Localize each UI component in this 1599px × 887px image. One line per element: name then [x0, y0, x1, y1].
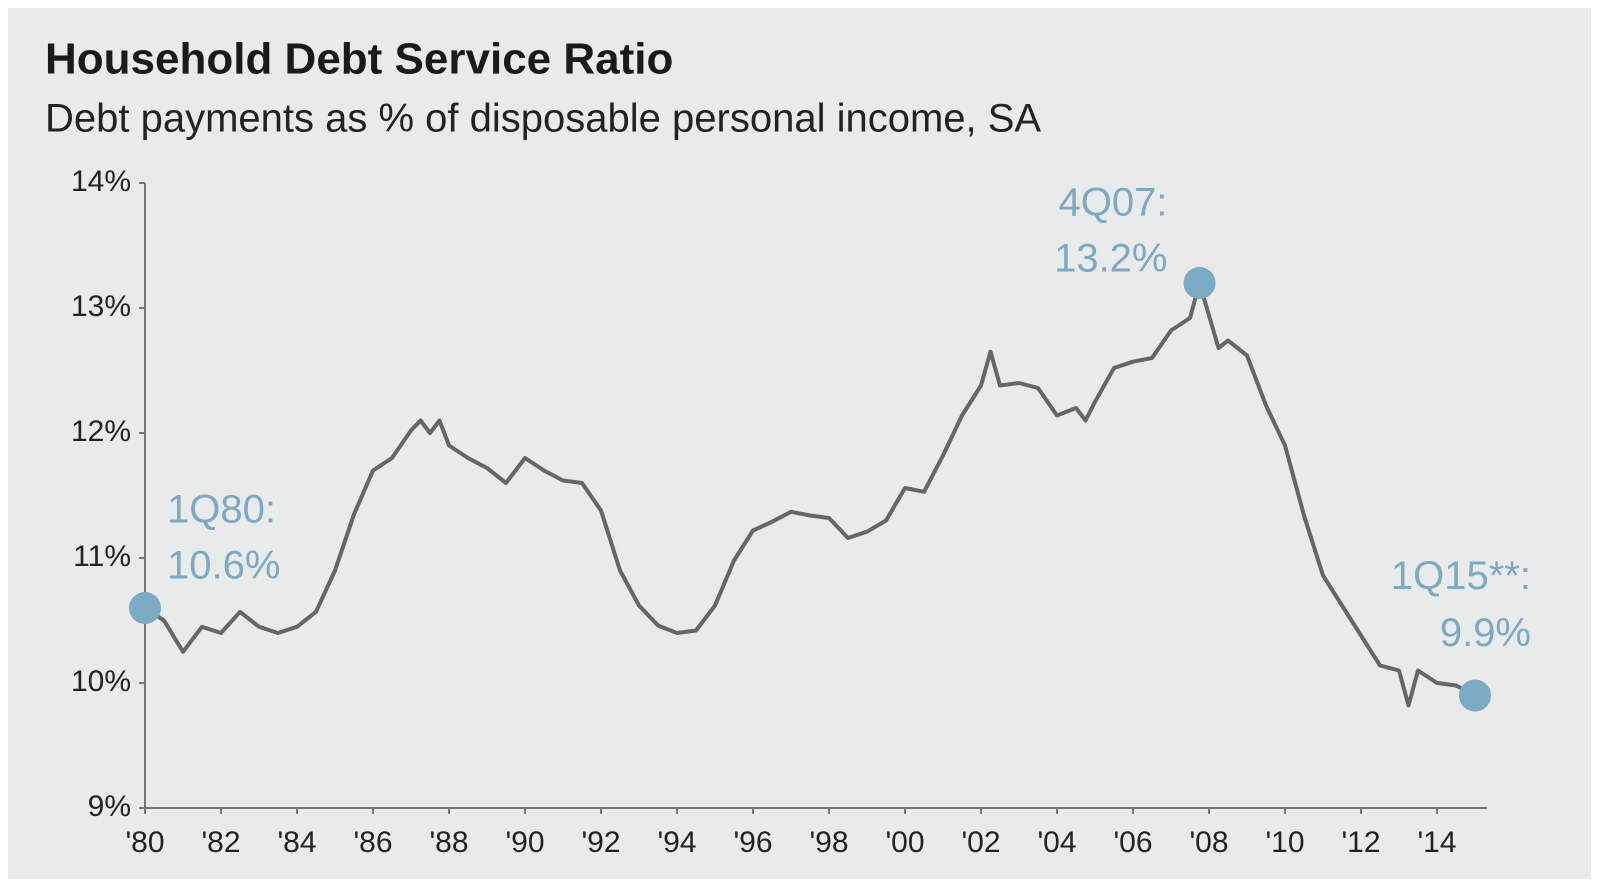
- x-tick-label: '88: [429, 826, 468, 859]
- x-tick-label: '02: [961, 826, 1000, 859]
- x-tick-label: '86: [353, 826, 392, 859]
- x-tick-label: '14: [1417, 826, 1456, 859]
- y-tick-label: 13%: [71, 290, 131, 323]
- x-tick-label: '94: [657, 826, 696, 859]
- data-line: [143, 281, 1476, 708]
- annotation-label: 4Q07:: [1059, 181, 1168, 225]
- x-tick-label: '80: [125, 826, 164, 859]
- x-tick-label: '12: [1341, 826, 1380, 859]
- x-tick-label: '96: [733, 826, 772, 859]
- x-tick-label: '06: [1113, 826, 1152, 859]
- annotation-marker: [1183, 267, 1216, 299]
- x-tick-label: '90: [505, 826, 544, 859]
- y-tick-label: 9%: [88, 790, 131, 823]
- x-tick-label: '84: [277, 826, 316, 859]
- chart-frame: Household Debt Service Ratio Debt paymen…: [8, 8, 1591, 879]
- annotation-label: 1Q15**:: [1391, 554, 1531, 598]
- x-tick-label: '98: [809, 826, 848, 859]
- x-tick-label: '00: [885, 826, 924, 859]
- y-tick-label: 10%: [71, 665, 131, 698]
- y-tick-label: 12%: [71, 415, 131, 448]
- annotation-label: 1Q80:: [167, 488, 276, 532]
- x-tick-label: '04: [1037, 826, 1076, 859]
- x-tick-label: '10: [1265, 826, 1304, 859]
- chart: Household Debt Service Ratio Debt paymen…: [45, 35, 1531, 859]
- y-tick-label: 11%: [73, 540, 131, 573]
- chart-subtitle: Debt payments as % of disposable persona…: [45, 97, 1041, 141]
- x-tick-label: '82: [201, 826, 240, 859]
- y-tick-label: 14%: [71, 165, 131, 198]
- annotation-label: 9.9%: [1440, 611, 1531, 655]
- annotation-label: 13.2%: [1054, 237, 1167, 281]
- x-tick-label: '92: [581, 826, 620, 859]
- x-tick-label: '08: [1189, 826, 1228, 859]
- annotation-label: 10.6%: [167, 544, 280, 588]
- annotation-marker: [129, 592, 161, 624]
- annotation-marker: [1459, 679, 1491, 712]
- chart-title: Household Debt Service Ratio: [45, 35, 673, 84]
